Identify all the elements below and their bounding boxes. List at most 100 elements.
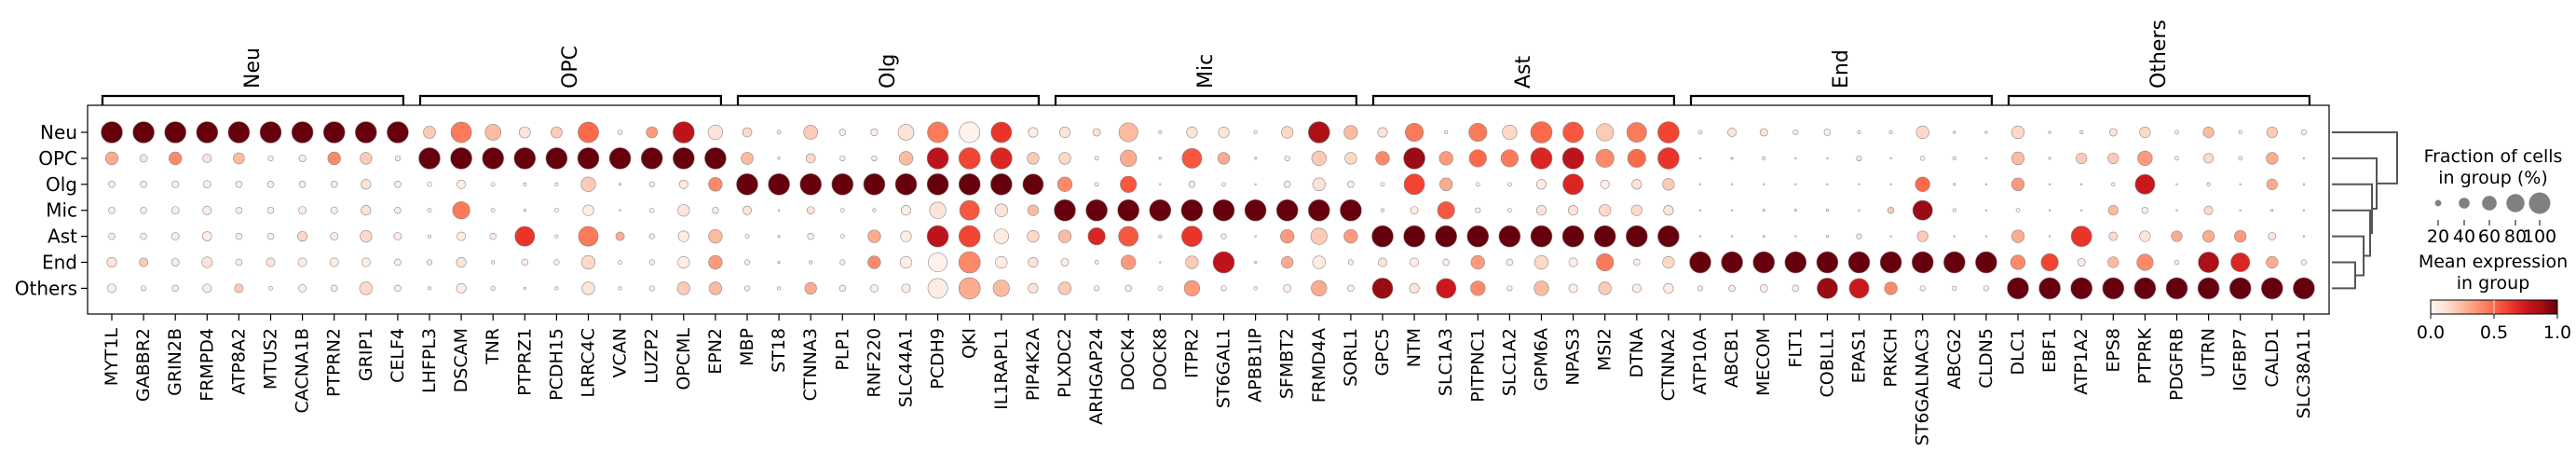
gene-label: CTNNA3 [800, 328, 821, 401]
dot [1698, 183, 1702, 185]
dot [1060, 258, 1070, 267]
dot [104, 151, 119, 166]
dot [393, 232, 402, 240]
gene-label: PITPNC1 [1467, 328, 1488, 403]
dot [926, 147, 949, 170]
dot [958, 277, 981, 300]
dot [958, 147, 981, 170]
size-legend-tick-label: 40 [2453, 226, 2475, 247]
dot [1028, 256, 1039, 268]
dot [777, 157, 781, 160]
gene-label: COBLL1 [1817, 328, 1837, 398]
dot [1439, 177, 1453, 191]
dot [484, 124, 502, 141]
dot [1887, 206, 1895, 214]
dot [490, 285, 496, 292]
dot [1057, 229, 1072, 243]
dot [990, 173, 1013, 196]
dot [993, 228, 1009, 244]
dot [2206, 182, 2211, 186]
group-bracket [418, 94, 722, 105]
dot [1856, 233, 1862, 239]
dot [1468, 149, 1487, 168]
gene-label: GABBR2 [133, 328, 154, 402]
row-labels: Neu OPC Olg Mic Ast End Others [15, 121, 88, 299]
gene-label: PIP4K2A [1023, 328, 1043, 401]
dot [1952, 208, 1956, 212]
dot [322, 121, 346, 144]
dot [298, 206, 307, 215]
dot [523, 182, 527, 186]
dot [1663, 282, 1674, 294]
dot [1118, 122, 1138, 143]
dot [1697, 285, 1704, 292]
dot [1952, 156, 1956, 160]
dot [1377, 127, 1388, 138]
group-label: Neu [241, 48, 265, 89]
dot [648, 285, 655, 292]
dot [581, 281, 595, 295]
gene-label: PCDH15 [546, 328, 566, 401]
dot [2040, 253, 2059, 272]
dot [1470, 254, 1485, 270]
dot [1283, 284, 1292, 293]
dot [958, 173, 981, 196]
dot [1630, 204, 1642, 216]
dot [1600, 179, 1610, 189]
dot [1181, 147, 1203, 169]
dot [990, 121, 1013, 144]
gene-label: CTNNA2 [1658, 328, 1679, 401]
dot [201, 231, 212, 241]
dot [171, 284, 179, 293]
dot [1347, 259, 1354, 266]
dot [1311, 280, 1328, 297]
dot [2107, 205, 2119, 216]
dot [1561, 147, 1585, 170]
gene-label: ST18 [769, 328, 789, 373]
dot [2133, 277, 2157, 300]
group-brackets: Neu OPC Olg Mic Ast End Others [101, 20, 2310, 105]
dot [1759, 128, 1768, 137]
group-bracket [2007, 94, 2310, 105]
dot [1530, 121, 1553, 144]
dot [2203, 205, 2214, 215]
dot [1535, 179, 1547, 190]
size-legend-dot [2506, 194, 2525, 212]
size-legend-title: in group (%) [2438, 168, 2547, 188]
dot [387, 121, 409, 144]
dot [2171, 230, 2183, 242]
dot [1943, 251, 1966, 274]
dot [1436, 278, 1457, 299]
dot [1468, 122, 1488, 143]
gene-label: GRIN2B [165, 328, 185, 396]
dot [1826, 157, 1829, 160]
dot [1984, 235, 1988, 238]
dot [1378, 257, 1387, 267]
dot [649, 208, 655, 213]
colorbar-tick-label: 0.5 [2480, 322, 2508, 343]
dot [170, 206, 180, 215]
dot [1254, 183, 1257, 185]
dot [1380, 208, 1385, 212]
dot [330, 232, 339, 240]
dot [1657, 121, 1680, 144]
dot [1916, 230, 1929, 242]
dot [521, 258, 529, 267]
dot [677, 230, 689, 242]
row-label: End [42, 252, 77, 274]
dot [1593, 225, 1616, 248]
gene-label: LRRC4C [579, 328, 599, 398]
dot [298, 284, 307, 293]
group-bracket [1054, 94, 1357, 105]
dot [2270, 209, 2274, 212]
dot [1858, 209, 1860, 212]
dot [2102, 277, 2125, 300]
row-label: Mic [46, 199, 77, 222]
dot [2080, 183, 2083, 185]
size-legend-title: Fraction of cells [2424, 146, 2563, 167]
dot [995, 255, 1008, 269]
dot [2261, 277, 2283, 300]
dot [839, 259, 846, 266]
dot [202, 205, 212, 215]
dot [2048, 235, 2051, 238]
